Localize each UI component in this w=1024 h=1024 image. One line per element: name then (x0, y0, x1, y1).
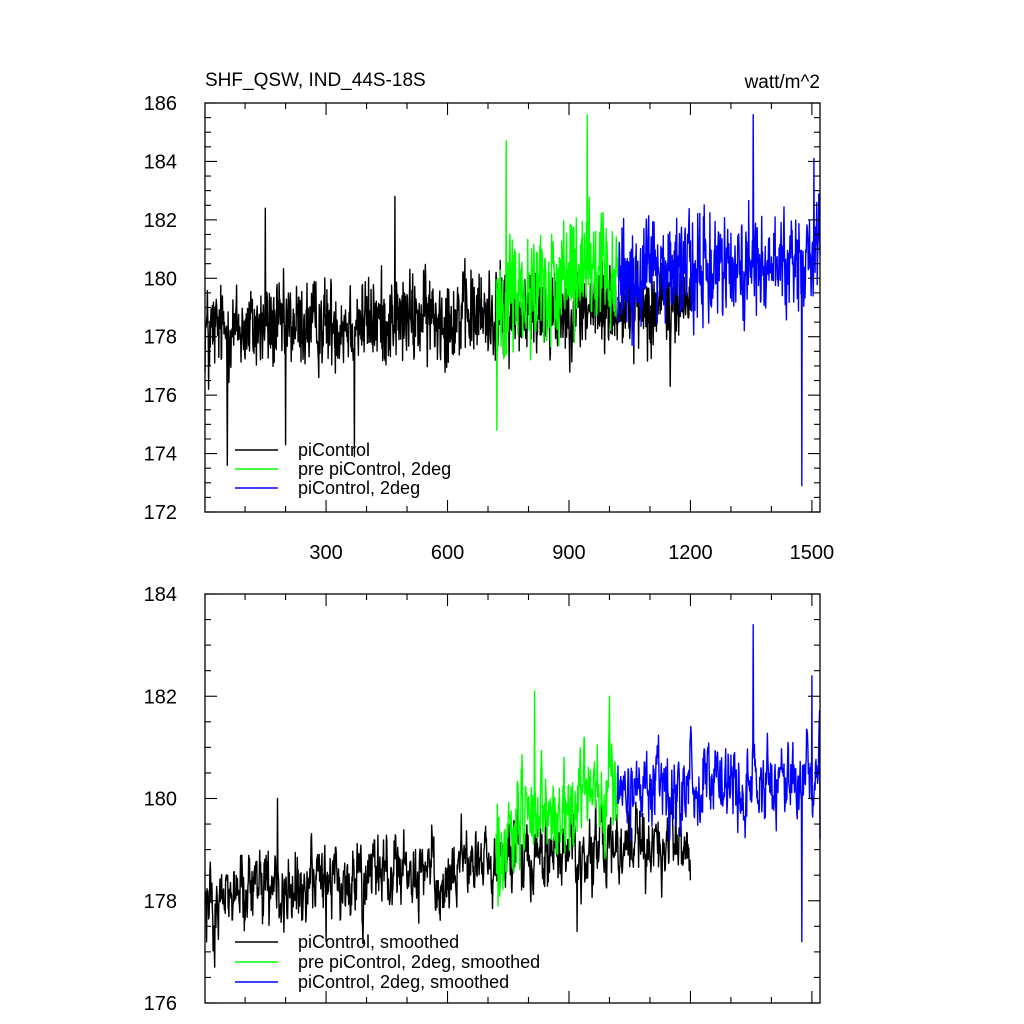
units-label: watt/m^2 (744, 72, 820, 93)
legend-label: piControl, 2deg, smoothed (298, 972, 509, 992)
legend-label: piControl (298, 440, 370, 460)
y-tick-label: 184 (144, 151, 177, 173)
x-tick-label: 900 (552, 542, 585, 564)
x-tick-label: 1200 (668, 542, 713, 564)
legend-label: pre piControl, 2deg (298, 459, 451, 479)
series-line-pre-picontrol-2deg (495, 113, 619, 431)
series-line-picontrol-2deg (616, 113, 821, 487)
y-tick-label: 180 (144, 268, 177, 290)
top-axes-layer: 300 600 900 1200 1500 172 174 176 178 180 182 184 18… (144, 93, 835, 564)
series-line-pre-picontrol-2deg-smoothed (495, 690, 619, 907)
series-line-picontrol (204, 195, 692, 466)
x-tick-label: 1500 (790, 542, 835, 564)
legend-label: piControl, 2deg (298, 478, 420, 498)
series-line-picontrol-smoothed (204, 796, 692, 968)
y-tick-label: 172 (144, 502, 177, 524)
bottom-axes-layer: 176 178 180 182 184 (144, 584, 821, 1015)
x-tick-label: 600 (431, 542, 464, 564)
top-series-layer (204, 113, 821, 487)
legend-label: pre piControl, 2deg, smoothed (298, 952, 540, 972)
y-tick-label: 176 (144, 993, 177, 1015)
y-tick-label: 186 (144, 93, 177, 115)
legend-label: piControl, smoothed (298, 932, 459, 952)
chart-title: SHF_QSW, IND_44S-18S (205, 70, 426, 91)
y-tick-label: 182 (144, 686, 177, 708)
y-tick-label: 178 (144, 891, 177, 913)
y-tick-label: 180 (144, 789, 177, 811)
series-line-picontrol-2deg-smoothed (616, 624, 821, 943)
top-panel: SHF_QSW, IND_44S-18S watt/m^2 300 600 900 1… (144, 70, 835, 564)
y-tick-label: 174 (144, 444, 177, 466)
y-tick-label: 178 (144, 327, 177, 349)
x-tick-label: 300 (309, 542, 342, 564)
bottom-series-layer (204, 624, 821, 968)
y-tick-label: 184 (144, 584, 177, 606)
y-tick-label: 182 (144, 210, 177, 232)
y-tick-label: 176 (144, 385, 177, 407)
